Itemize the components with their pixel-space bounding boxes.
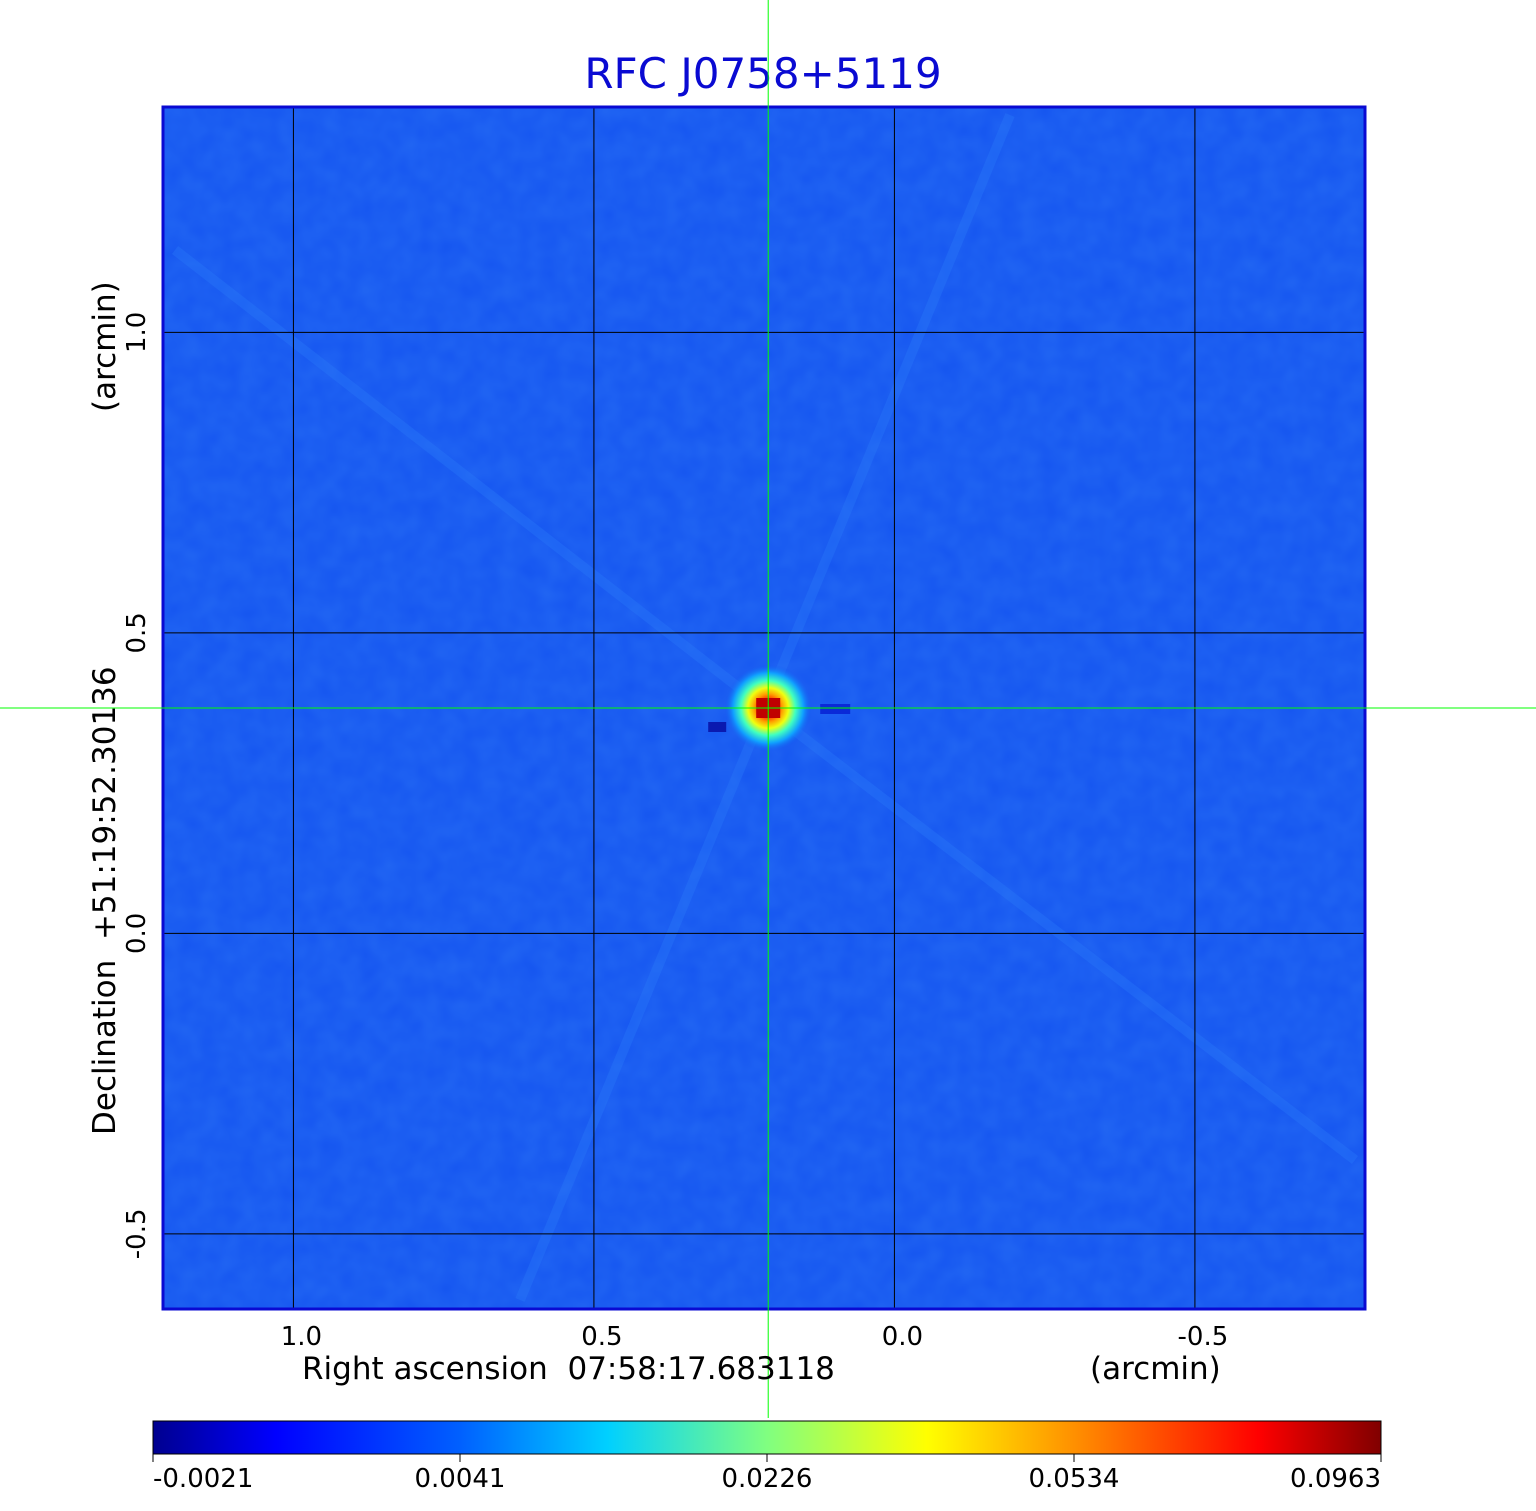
x-axis-unit: (arcmin) xyxy=(1090,1351,1221,1387)
colorbar-tick-label: -0.0021 xyxy=(153,1464,253,1494)
x-axis-label: Right ascension 07:58:17.683118 xyxy=(302,1351,835,1387)
colorbar-tick-label: 0.0534 xyxy=(1029,1464,1120,1494)
colorbar-tick-label: 0.0226 xyxy=(722,1464,813,1494)
y-tick-label: 0.0 xyxy=(122,913,152,954)
chart-title: RFC J0758+5119 xyxy=(584,49,941,98)
y-tick-label: 0.5 xyxy=(122,612,152,653)
colorbar: -0.0021 0.0041 0.0226 0.0534 0.0963 xyxy=(152,1420,1382,1494)
colorbar-gradient xyxy=(152,1420,1382,1455)
x-tick-label: 0.0 xyxy=(882,1322,923,1352)
y-axis-label: Declination +51:19:52.30136 xyxy=(87,666,123,1135)
y-tick-labels: 1.0 0.5 0.0 -0.5 xyxy=(122,312,152,1260)
source-negative-lobe xyxy=(820,704,851,714)
colorbar-ticks: -0.0021 0.0041 0.0226 0.0534 0.0963 xyxy=(152,1454,1382,1494)
x-tick-labels: 1.0 0.5 0.0 -0.5 xyxy=(281,1322,1229,1352)
sidelobe-streak xyxy=(761,704,1359,1164)
sidelobe-streak xyxy=(515,706,770,1302)
y-axis-unit: (arcmin) xyxy=(87,281,123,412)
y-tick-label: 1.0 xyxy=(122,312,152,353)
colorbar-tick-label: 0.0963 xyxy=(1290,1464,1381,1494)
colorbar-tick-label: 0.0041 xyxy=(415,1464,506,1494)
sidelobe-streaks xyxy=(171,113,1359,1302)
sidelobe-streak xyxy=(171,246,769,712)
crosshair xyxy=(0,0,1536,1418)
x-tick-label: -0.5 xyxy=(1178,1322,1229,1352)
x-tick-label: 1.0 xyxy=(281,1322,322,1352)
image-plot-area xyxy=(0,0,1536,1418)
source-negative-lobe xyxy=(708,722,727,732)
y-tick-label: -0.5 xyxy=(122,1209,152,1260)
sidelobe-streak xyxy=(760,113,1015,710)
x-tick-label: 0.5 xyxy=(581,1322,622,1352)
